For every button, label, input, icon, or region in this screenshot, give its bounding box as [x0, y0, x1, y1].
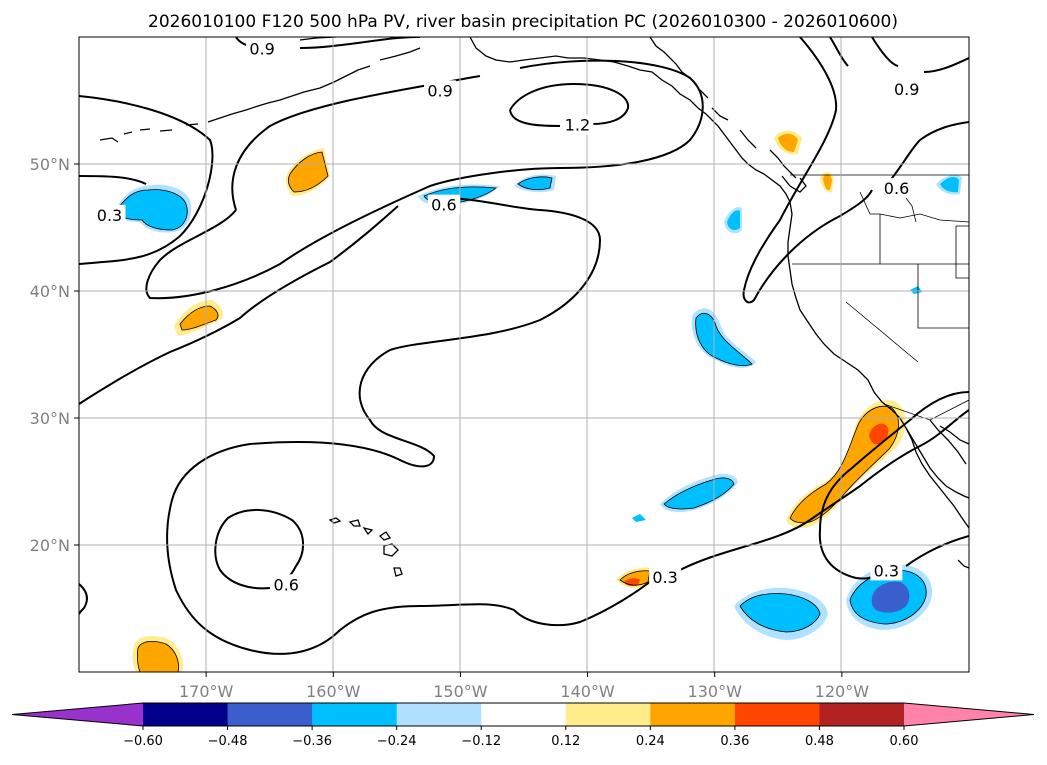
lon-tick-label: 140°W: [560, 682, 615, 701]
contour-label: 0.3: [874, 561, 899, 580]
pv-contour-0.3: [818, 391, 969, 580]
map-background: [79, 37, 969, 672]
pv-contour-0.6-inner: [214, 508, 304, 590]
contour-label-background: [427, 194, 460, 215]
colorbar-tick-label: 0.24: [636, 734, 665, 749]
colorbar-segment: [396, 703, 482, 726]
pv-contour-1.2: [509, 82, 630, 127]
neg-anomaly-area: [114, 189, 188, 230]
contour-label: 0.6: [884, 179, 909, 198]
neg-anomaly-area: [664, 477, 734, 509]
colorbar-tick-label: −0.24: [377, 734, 417, 749]
colorbar: −0.60 −0.48 −0.36 −0.24 −0.12 0.12 0.24 0.36 0.4…: [11, 702, 1035, 749]
precip-shading: [112, 130, 962, 672]
contour-label-background: [424, 80, 457, 101]
contour-label: 0.6: [431, 196, 456, 215]
colorbar-tick-label: −0.60: [123, 734, 163, 749]
contour-label: 1.2: [565, 116, 590, 135]
colorbar-tick-label: −0.48: [208, 734, 248, 749]
pv-contours: [79, 37, 969, 655]
chart-title: 2026010100 F120 500 hPa PV, river basin …: [148, 12, 898, 32]
gridlines: [79, 37, 969, 672]
colorbar-segment: [227, 703, 313, 726]
colorbar-segment: [734, 703, 820, 726]
contour-label: 0.3: [97, 206, 122, 225]
colorbar-tick-label: −0.12: [461, 734, 501, 749]
colorbar-segment: [143, 703, 229, 726]
colorbar-tick-label: 0.12: [551, 734, 580, 749]
colorbar-segment: [565, 703, 651, 726]
pv-contour-0.6: [79, 196, 969, 655]
longitude-tick-labels: 170°W 160°W 150°W 140°W 130°W 120°W: [179, 672, 869, 701]
neg-anomaly-area: [518, 176, 552, 190]
contour-label: 0.3: [652, 568, 677, 587]
pv-contour-0.9: [79, 95, 214, 265]
lat-tick-label: 40°N: [30, 282, 70, 301]
lat-tick-label: 20°N: [30, 536, 70, 555]
map-frame: [78, 36, 970, 673]
pos-anomaly-area: [180, 306, 218, 330]
latitude-tick-labels: 50°N 40°N 30°N 20°N: [30, 155, 79, 555]
lon-tick-label: 130°W: [688, 682, 743, 701]
contour-label-background: [561, 114, 594, 135]
contour-label-background: [880, 178, 913, 199]
lon-tick-label: 150°W: [433, 682, 488, 701]
contour-label-background: [246, 38, 279, 59]
colorbar-extend-max: [904, 703, 1034, 726]
lat-tick-label: 30°N: [30, 409, 70, 428]
lon-tick-label: 160°W: [306, 682, 361, 701]
map-layers: 0.9 0.9 0.9 1.2 0.6 0.6 0.3 0.6 0.3 0.3: [79, 37, 969, 672]
pos-anomaly-area: [778, 133, 798, 152]
colorbar-tick-label: 0.48: [805, 734, 834, 749]
contour-label-background: [649, 566, 682, 587]
pos-anomaly-area: [137, 641, 179, 672]
contour-label: 0.9: [427, 81, 452, 100]
colorbar-tick-label: −0.36: [292, 734, 332, 749]
colorbar-extend-min: [12, 703, 143, 726]
contour-label: 0.9: [249, 39, 274, 58]
neg-anomaly-area: [740, 593, 820, 632]
contour-label-background: [93, 204, 126, 225]
lon-tick-label: 170°W: [179, 682, 234, 701]
pv-contour-0.9-north: [145, 59, 704, 300]
lat-tick-label: 50°N: [30, 155, 70, 174]
colorbar-segment: [819, 703, 905, 726]
contour-label-background: [870, 560, 903, 581]
strong-neg-anomaly-area: [871, 581, 910, 613]
neg-anomaly-area: [695, 313, 752, 366]
contour-label-background: [270, 574, 303, 595]
contour-label-background: [890, 79, 923, 100]
contour-label: 0.9: [894, 80, 919, 99]
contour-label: 0.6: [274, 575, 299, 594]
pos-anomaly-area: [288, 152, 328, 192]
colorbar-segment: [312, 703, 398, 726]
strong-pos-anomaly-area: [869, 423, 889, 445]
colorbar-tick-label: 0.60: [890, 734, 919, 749]
colorbar-segment: [481, 703, 567, 726]
colorbar-tick-label: 0.36: [720, 734, 749, 749]
contour-labels: 0.9 0.9 0.9 1.2 0.6 0.6 0.3 0.6 0.3 0.3: [93, 38, 923, 595]
lon-tick-label: 120°W: [815, 682, 870, 701]
colorbar-segment: [650, 703, 736, 726]
